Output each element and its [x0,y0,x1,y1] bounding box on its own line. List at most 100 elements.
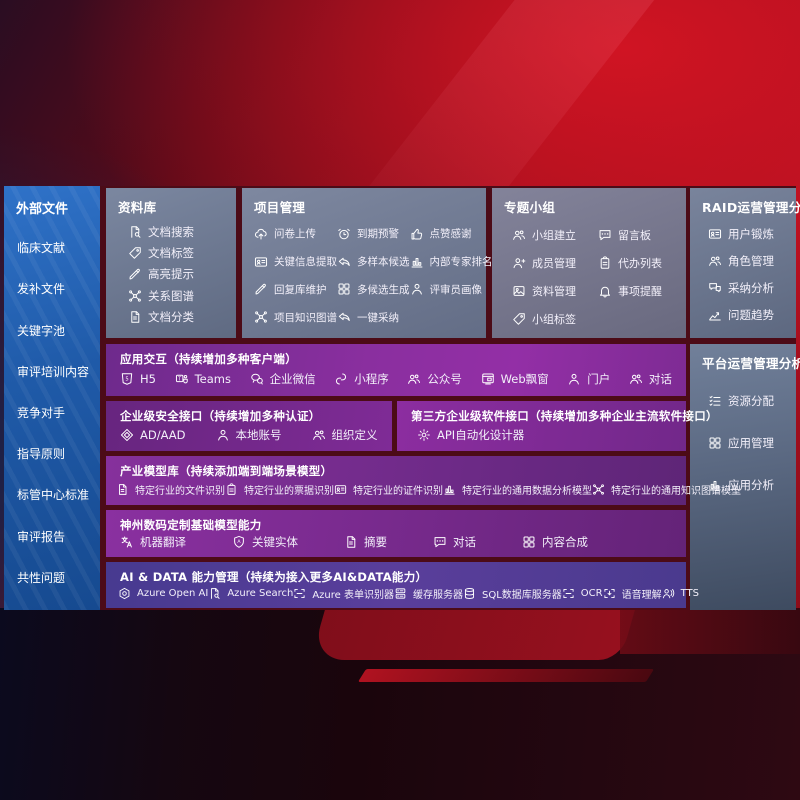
sidebar-item[interactable]: 发补文件 [17,282,66,297]
feature-item[interactable]: 文档分类 [128,309,232,325]
library-panel: 资料库 文档搜索 文档标签 高亮提示 关系图谱 文档分类 [106,188,236,338]
feature-item[interactable]: 评审员画像 [410,282,493,297]
feature-label: 多样本候选 [357,256,410,269]
feature-item[interactable]: 关键信息提取 [254,254,337,269]
feature-item[interactable]: 特定行业的通用数据分析模型 [443,482,592,497]
sidebar-item[interactable]: 审评培训内容 [17,364,90,379]
feature-item[interactable]: Azure Search [208,587,293,600]
feature-item[interactable]: 特定行业的票据识别 [225,482,334,497]
feature-item[interactable]: 小程序 [334,371,389,387]
feature-item[interactable]: 对话 [433,534,476,550]
feature-item[interactable]: 留言板 [598,227,662,243]
sidebar-item[interactable]: 竞争对手 [17,405,66,420]
feature-item[interactable]: 小组建立 [512,227,576,243]
feature-label: 项目知识图谱 [274,311,337,324]
sidebar-item[interactable]: 标管中心标准 [17,488,90,503]
feature-label: 应用管理 [728,436,774,450]
feature-item[interactable]: Azure 表单识别器 [293,586,394,601]
special-group-panel: 专题小组 小组建立 留言板 成员管理 代办列表 资料管理 事项提醒 小组标签 [492,188,686,338]
feature-item[interactable]: 用户锻炼 [708,226,792,242]
feature-item[interactable]: 关系图谱 [128,288,232,304]
feature-item[interactable]: 公众号 [407,371,462,387]
sidebar-item[interactable]: 临床文献 [17,241,66,256]
photo-archive-icon [512,284,526,298]
feature-item[interactable]: 高亮提示 [128,266,232,282]
feature-item[interactable]: 关键实体 [232,534,298,550]
feature-item[interactable]: 成员管理 [512,255,576,271]
feature-label: 机器翻译 [140,535,186,549]
api-gear-icon [417,428,431,442]
feature-item[interactable]: Web飘窗 [481,371,549,387]
feature-item[interactable]: 摘要 [344,534,387,550]
feature-item[interactable]: 资料管理 [512,283,576,299]
feature-item[interactable]: 特定行业的文件识别 [116,482,225,497]
feature-item[interactable]: 代办列表 [598,255,662,271]
sidebar-item[interactable]: 指导原则 [17,447,66,462]
feature-item[interactable]: 组织定义 [312,427,378,443]
feature-item[interactable]: TTS [662,587,699,600]
chat-icon [433,535,447,549]
feature-item[interactable]: 企业微信 [250,371,316,387]
feature-item[interactable]: 问卷上传 [254,226,337,241]
feature-item[interactable]: 内部专家排名 [410,254,493,269]
feature-label: 资源分配 [728,394,774,408]
library-list: 文档搜索文档标签高亮提示关系图谱文档分类 [106,219,236,338]
feature-label: 高亮提示 [148,267,194,282]
knowledge-graph-icon [254,310,268,324]
raid-list: 用户锻炼角色管理采纳分析问题趋势 [690,219,796,338]
feature-item[interactable]: Azure Open AI [118,587,208,600]
feature-item[interactable]: 应用分析 [708,477,796,493]
feature-label: 留言板 [618,229,651,242]
ocr-icon [562,587,575,600]
feature-item[interactable]: 特定行业的通用知识图谱模型 [592,482,741,497]
feature-item[interactable]: 回复库维护 [254,282,337,297]
doc-category-icon [128,310,142,324]
feature-item[interactable]: 点赞感谢 [410,226,493,241]
doc-search-icon [128,225,142,239]
feature-item[interactable]: AD/AAD [120,428,186,442]
background-red-shape [310,608,636,660]
feature-item[interactable]: 到期预警 [337,226,410,241]
feature-label: 成员管理 [532,257,576,270]
feature-item[interactable]: 采纳分析 [708,280,792,296]
feature-item[interactable]: 机器翻译 [120,534,186,550]
feature-item[interactable]: 本地账号 [216,427,282,443]
feature-item[interactable]: 角色管理 [708,253,792,269]
feature-label: 问卷上传 [274,228,316,241]
feature-item[interactable]: 问题趋势 [708,307,792,323]
feature-label: 用户锻炼 [728,227,774,242]
feature-item[interactable]: 内容合成 [522,534,588,550]
feature-item[interactable]: 对话 [629,371,672,387]
feature-item[interactable]: 特定行业的证件识别 [334,482,443,497]
people-icon [512,228,526,242]
feature-item[interactable]: 资源分配 [708,393,796,409]
feature-item[interactable]: 语音理解 [603,586,662,601]
feature-item[interactable]: 多候选生成 [337,282,410,297]
sidebar-item[interactable]: 关键字池 [17,323,66,338]
feature-item[interactable]: Teams [175,372,231,386]
feature-item[interactable]: 多样本候选 [337,254,410,269]
feature-item[interactable]: 文档标签 [128,245,232,261]
ad-diamond-icon [120,428,134,442]
feature-item[interactable]: 项目知识图谱 [254,310,337,325]
feature-item[interactable]: OCR [562,587,603,600]
feature-item[interactable]: 缓存服务器 [394,586,463,601]
industry-title: 产业模型库（持续添加端到端场景模型） [120,464,333,478]
sidebar-item[interactable]: 共性问题 [17,570,66,585]
feature-item[interactable]: 事项提醒 [598,283,662,299]
feature-item[interactable]: 门户 [567,371,610,387]
feature-item[interactable]: 一键采纳 [337,310,410,325]
feature-item[interactable]: 文档搜索 [128,224,232,240]
feature-item[interactable]: API自动化设计器 [417,427,524,443]
pen-icon [254,282,268,296]
feature-item[interactable]: H5 [120,372,156,386]
external-files-list: 临床文献发补文件关键字池审评培训内容 竞争对手指导原则标管中心标准 审评报告共性问题 [4,217,100,610]
highlight-pen-icon [128,267,142,281]
feature-item[interactable]: 小组标签 [512,311,576,327]
background-red-bar [357,669,655,682]
feature-item[interactable]: SQL数据库服务器 [463,586,562,601]
feature-label: 特定行业的票据识别 [244,485,334,497]
sidebar-item[interactable]: 审评报告 [17,529,66,544]
feature-item[interactable]: 应用管理 [708,435,796,451]
platform-analysis-panel: 平台运营管理分析 资源分配 应用管理 应用分析 [690,344,800,610]
